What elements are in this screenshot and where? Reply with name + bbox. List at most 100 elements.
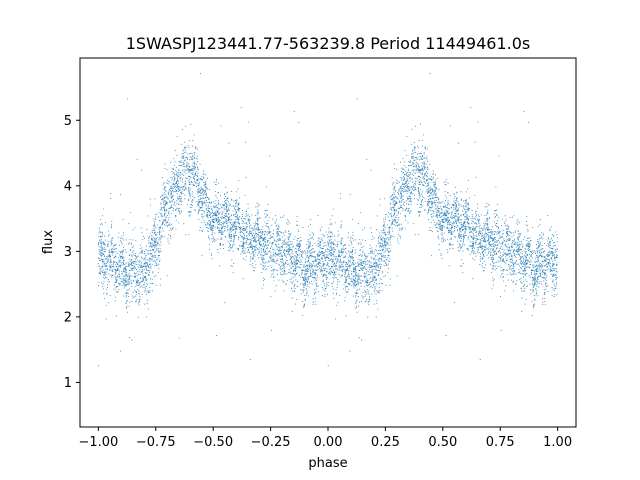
data-point bbox=[379, 252, 381, 254]
data-point bbox=[121, 243, 123, 245]
data-point bbox=[214, 202, 216, 204]
data-point bbox=[409, 174, 411, 176]
data-point bbox=[540, 249, 542, 251]
data-point bbox=[254, 267, 256, 269]
data-point bbox=[369, 260, 371, 262]
data-point bbox=[144, 255, 147, 257]
data-point bbox=[230, 246, 232, 248]
data-point bbox=[405, 209, 407, 211]
data-point bbox=[213, 239, 215, 241]
data-point bbox=[252, 256, 254, 258]
data-point bbox=[168, 190, 170, 192]
data-point bbox=[233, 206, 235, 208]
data-point bbox=[551, 295, 553, 297]
data-point bbox=[245, 240, 247, 242]
data-point bbox=[222, 222, 224, 224]
data-point bbox=[404, 190, 406, 192]
data-point bbox=[400, 179, 403, 181]
data-point bbox=[557, 237, 559, 239]
data-point bbox=[155, 241, 157, 243]
data-point bbox=[540, 264, 543, 266]
data-point bbox=[308, 242, 310, 244]
data-point bbox=[329, 254, 331, 256]
data-point bbox=[534, 260, 536, 263]
data-point bbox=[203, 192, 205, 194]
data-point bbox=[331, 247, 333, 249]
data-point bbox=[160, 199, 163, 201]
data-point bbox=[157, 224, 159, 226]
data-point bbox=[211, 241, 213, 243]
data-point bbox=[345, 244, 347, 246]
data-point bbox=[304, 279, 306, 281]
data-point bbox=[159, 196, 162, 198]
data-point bbox=[537, 261, 539, 263]
data-point bbox=[465, 225, 467, 228]
data-point bbox=[324, 290, 326, 292]
data-point bbox=[326, 264, 329, 266]
data-point bbox=[516, 264, 518, 266]
data-point bbox=[263, 284, 265, 286]
data-point bbox=[123, 287, 125, 289]
data-point bbox=[157, 248, 159, 250]
data-point bbox=[306, 280, 308, 282]
data-point bbox=[265, 186, 267, 188]
data-point bbox=[286, 253, 288, 255]
data-point bbox=[290, 257, 292, 259]
data-point bbox=[350, 236, 352, 238]
data-point bbox=[283, 232, 285, 234]
data-point bbox=[341, 254, 343, 256]
data-point bbox=[291, 297, 293, 299]
data-point bbox=[379, 243, 381, 245]
data-point bbox=[128, 305, 130, 307]
data-point bbox=[512, 263, 514, 265]
data-point bbox=[507, 252, 509, 255]
data-point bbox=[493, 278, 495, 280]
data-point bbox=[151, 230, 153, 232]
data-point bbox=[411, 200, 413, 203]
data-point bbox=[381, 230, 383, 232]
data-point bbox=[337, 279, 339, 281]
data-point bbox=[144, 257, 146, 259]
data-point bbox=[190, 177, 192, 179]
data-point bbox=[205, 182, 207, 184]
data-point bbox=[221, 211, 223, 213]
data-point bbox=[308, 241, 310, 243]
data-point bbox=[552, 267, 554, 269]
data-point bbox=[283, 251, 285, 253]
data-point bbox=[400, 229, 402, 231]
data-point bbox=[166, 179, 168, 181]
data-point bbox=[234, 232, 236, 235]
data-point bbox=[512, 251, 515, 253]
data-point bbox=[371, 247, 373, 249]
data-point bbox=[433, 192, 435, 194]
data-point bbox=[371, 271, 373, 273]
data-point bbox=[162, 194, 164, 196]
data-point bbox=[425, 157, 427, 159]
data-point bbox=[118, 260, 120, 263]
data-point bbox=[185, 234, 187, 236]
data-point bbox=[146, 302, 148, 304]
data-point bbox=[188, 189, 190, 191]
data-point bbox=[295, 257, 297, 259]
data-point bbox=[388, 252, 390, 254]
data-point bbox=[159, 213, 161, 215]
data-point bbox=[164, 190, 166, 192]
data-point bbox=[518, 233, 520, 235]
data-point bbox=[116, 252, 118, 254]
data-point bbox=[322, 267, 325, 269]
data-point bbox=[358, 265, 360, 267]
data-point bbox=[428, 206, 430, 208]
data-point bbox=[314, 250, 316, 252]
data-point bbox=[334, 272, 336, 274]
data-point bbox=[542, 262, 544, 264]
data-point bbox=[467, 239, 469, 241]
data-point bbox=[416, 203, 418, 206]
data-point bbox=[215, 200, 217, 202]
data-point bbox=[335, 266, 337, 268]
data-point bbox=[181, 200, 183, 203]
data-point bbox=[343, 261, 345, 263]
data-point bbox=[302, 282, 304, 284]
data-point bbox=[183, 190, 185, 192]
data-point bbox=[383, 237, 385, 239]
data-point bbox=[467, 249, 469, 251]
